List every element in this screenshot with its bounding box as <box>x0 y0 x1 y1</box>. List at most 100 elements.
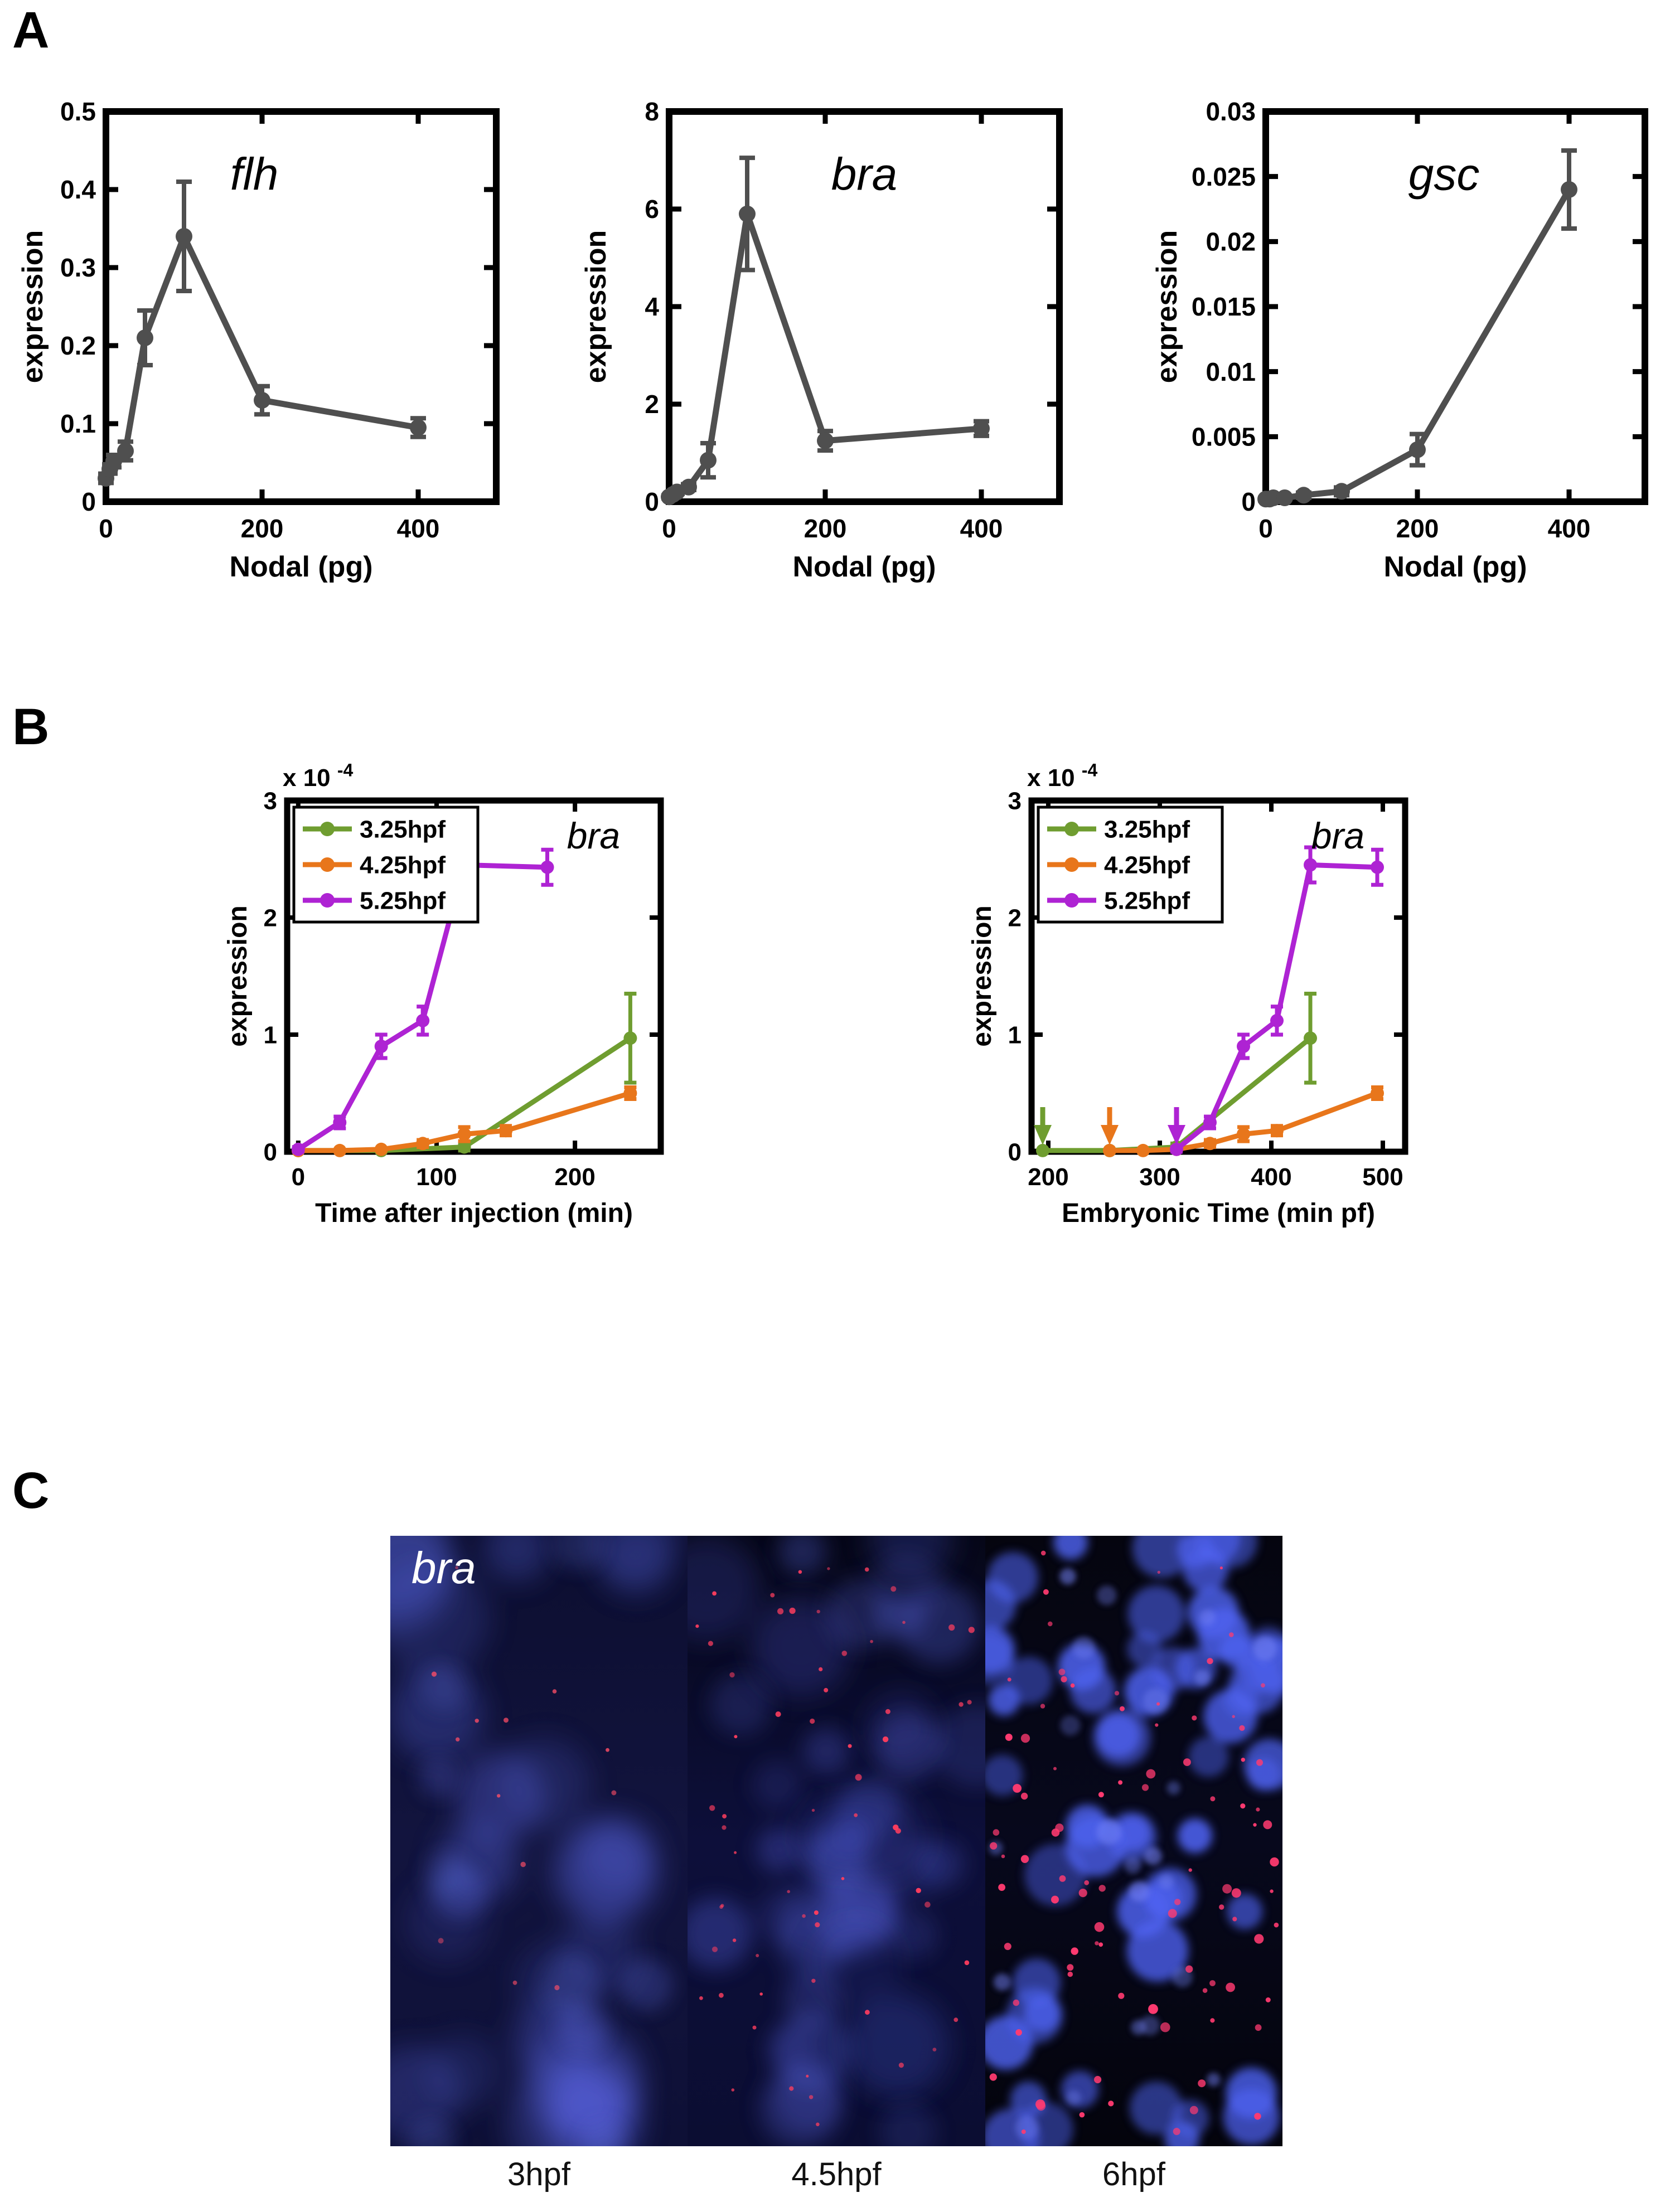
axes: 0 200 400 0 2 4 6 8 Nodal (pg) expression <box>580 97 1063 583</box>
chart-bra-dose: 0 200 400 0 2 4 6 8 Nodal (pg) expression bra <box>580 66 1082 593</box>
legend-label: 5.25hpf <box>360 887 446 914</box>
chart-title: bra <box>567 815 620 856</box>
chart-gsc: 0 200 400 0 0.005 0.01 0.015 0.02 0.025 0.03 Nodal… <box>1153 66 1667 593</box>
series-5.25hpf <box>1170 845 1384 1156</box>
y-tick-label: 0.03 <box>1206 97 1256 126</box>
y-tick-label: 3 <box>1008 787 1022 814</box>
transcript-dots-layer <box>1007 1550 1265 1721</box>
legend-label: 4.25hpf <box>360 851 446 879</box>
x-tick-label: 200 <box>804 514 847 543</box>
y-axis-exponent: x 10 -4 <box>283 760 354 792</box>
nuclei-layer <box>390 1536 680 2146</box>
chart-title: bra <box>1311 815 1364 856</box>
panel-a-label: A <box>12 2 50 59</box>
y-tick-label: 6 <box>645 195 659 224</box>
axes: 0 200 400 0 0.005 0.01 0.015 0.02 0.025 0.03 Nodal… <box>1153 97 1648 583</box>
x-tick-label: 500 <box>1362 1163 1403 1191</box>
y-tick-label: 2 <box>1008 904 1022 932</box>
axes: 0 200 400 0 0.1 0.2 0.3 0.4 0.5 Nodal (pg) express… <box>17 97 500 583</box>
micrograph-strip: bra <box>390 1536 1282 2146</box>
bra-embryonic-time-plot: 200 300 400 500 0 1 2 3 Embryonic Time (min pf) e… <box>967 760 1408 1228</box>
chart-bra-embryonic-time: 200 300 400 500 0 1 2 3 Embryonic Time (min pf) e… <box>956 751 1469 1245</box>
bra-dose-response-plot: 0 200 400 0 2 4 6 8 Nodal (pg) expression bra <box>580 97 1063 583</box>
y-tick-label: 1 <box>1008 1021 1022 1049</box>
x-tick-label: 200 <box>1396 514 1439 543</box>
bra-time-after-injection-plot: 0 100 200 0 1 2 3 Time after injection (min) exp… <box>223 760 664 1228</box>
y-tick-label: 0.4 <box>60 175 96 204</box>
y-tick-label: 0 <box>81 487 96 516</box>
gsc-dose-response-plot: 0 200 400 0 0.005 0.01 0.015 0.02 0.025 0.03 Nodal… <box>1153 97 1648 583</box>
chart-bra-injection-time: 0 100 200 0 1 2 3 Time after injection (min) exp… <box>212 751 725 1245</box>
chart-title: gsc <box>1408 149 1480 200</box>
injection-arrow <box>1168 1107 1185 1145</box>
x-tick-label: 300 <box>1139 1163 1180 1191</box>
y-tick-label: 0 <box>264 1138 277 1166</box>
axes: 200 300 400 500 0 1 2 3 Embryonic Time (min pf) e… <box>967 760 1408 1228</box>
y-tick-label: 1 <box>264 1021 277 1049</box>
x-tick-label: 200 <box>241 514 284 543</box>
y-tick-label: 3 <box>264 787 277 814</box>
legend: 3.25hpf 4.25hpf 5.25hpf <box>292 806 480 924</box>
caption-3hpf: 3hpf <box>507 2156 570 2192</box>
injection-arrow <box>1034 1107 1052 1145</box>
caption-6hpf: 6hpf <box>1102 2156 1165 2192</box>
x-axis-label: Time after injection (min) <box>315 1199 633 1228</box>
transcript-dots-layer <box>731 2025 937 2127</box>
transcript-dots-layer <box>989 1723 1279 2135</box>
y-axis-label: expression <box>580 230 612 384</box>
y-tick-label: 2 <box>264 904 277 932</box>
y-tick-label: 2 <box>645 390 659 419</box>
chart-title: flh <box>230 149 279 200</box>
y-tick-label: 0 <box>645 487 659 516</box>
nuclei-layer <box>688 1536 953 2097</box>
y-tick-label: 0.5 <box>60 97 96 126</box>
transcript-dots-layer <box>695 1567 975 2022</box>
flh-dose-response-plot: 0 200 400 0 0.1 0.2 0.3 0.4 0.5 Nodal (pg) express… <box>17 97 500 583</box>
nuclei-layer <box>408 1536 672 2146</box>
x-tick-label: 0 <box>662 514 676 543</box>
legend-label: 3.25hpf <box>1104 816 1190 843</box>
y-tick-label: 0.025 <box>1192 162 1256 191</box>
series-flh <box>98 180 427 487</box>
micrograph-6hpf <box>985 1536 1282 2146</box>
transcript-dots-layer <box>431 1566 617 1991</box>
series-4.25hpf <box>1103 1085 1384 1157</box>
micrograph-4p5hpf <box>688 1536 985 2146</box>
nuclei-layer <box>989 1568 1277 2140</box>
y-tick-label: 8 <box>645 97 659 126</box>
x-tick-label: 0 <box>99 514 113 543</box>
x-tick-label: 400 <box>1548 514 1591 543</box>
legend-label: 4.25hpf <box>1104 851 1190 879</box>
series-gsc <box>1257 148 1577 508</box>
legend: 3.25hpf 4.25hpf 5.25hpf <box>1037 806 1224 924</box>
x-tick-label: 200 <box>554 1163 595 1191</box>
y-tick-label: 0.2 <box>60 331 96 360</box>
y-tick-label: 0.3 <box>60 253 96 282</box>
y-tick-label: 0 <box>1008 1138 1022 1166</box>
legend-label: 3.25hpf <box>360 816 446 843</box>
x-tick-label: 100 <box>416 1163 457 1191</box>
y-axis-label: expression <box>17 230 49 384</box>
axes: 0 100 200 0 1 2 3 Time after injection (min) exp… <box>223 760 664 1228</box>
x-tick-label: 0 <box>1258 514 1273 543</box>
y-axis-label: expression <box>1153 230 1183 384</box>
y-tick-label: 0.005 <box>1192 422 1256 451</box>
x-tick-label: 200 <box>1028 1163 1068 1191</box>
series-bra <box>661 156 990 506</box>
x-axis-label: Nodal (pg) <box>229 551 372 583</box>
y-axis-label: expression <box>967 905 997 1046</box>
injection-arrow <box>1101 1107 1119 1145</box>
y-axis-exponent: x 10 -4 <box>1027 760 1098 792</box>
x-tick-label: 0 <box>292 1163 305 1191</box>
micrograph-3hpf <box>390 1536 688 2146</box>
legend-label: 5.25hpf <box>1104 887 1190 914</box>
x-tick-label: 400 <box>960 514 1003 543</box>
chart-flh: 0 200 400 0 0.1 0.2 0.3 0.4 0.5 Nodal (pg) express… <box>17 66 519 593</box>
y-tick-label: 0.02 <box>1206 227 1256 256</box>
x-axis-label: Nodal (pg) <box>1383 551 1527 583</box>
x-tick-label: 400 <box>1251 1163 1291 1191</box>
panel-b-label: B <box>12 698 50 755</box>
y-tick-label: 0 <box>1241 487 1256 516</box>
caption-4p5hpf: 4.5hpf <box>791 2156 882 2192</box>
